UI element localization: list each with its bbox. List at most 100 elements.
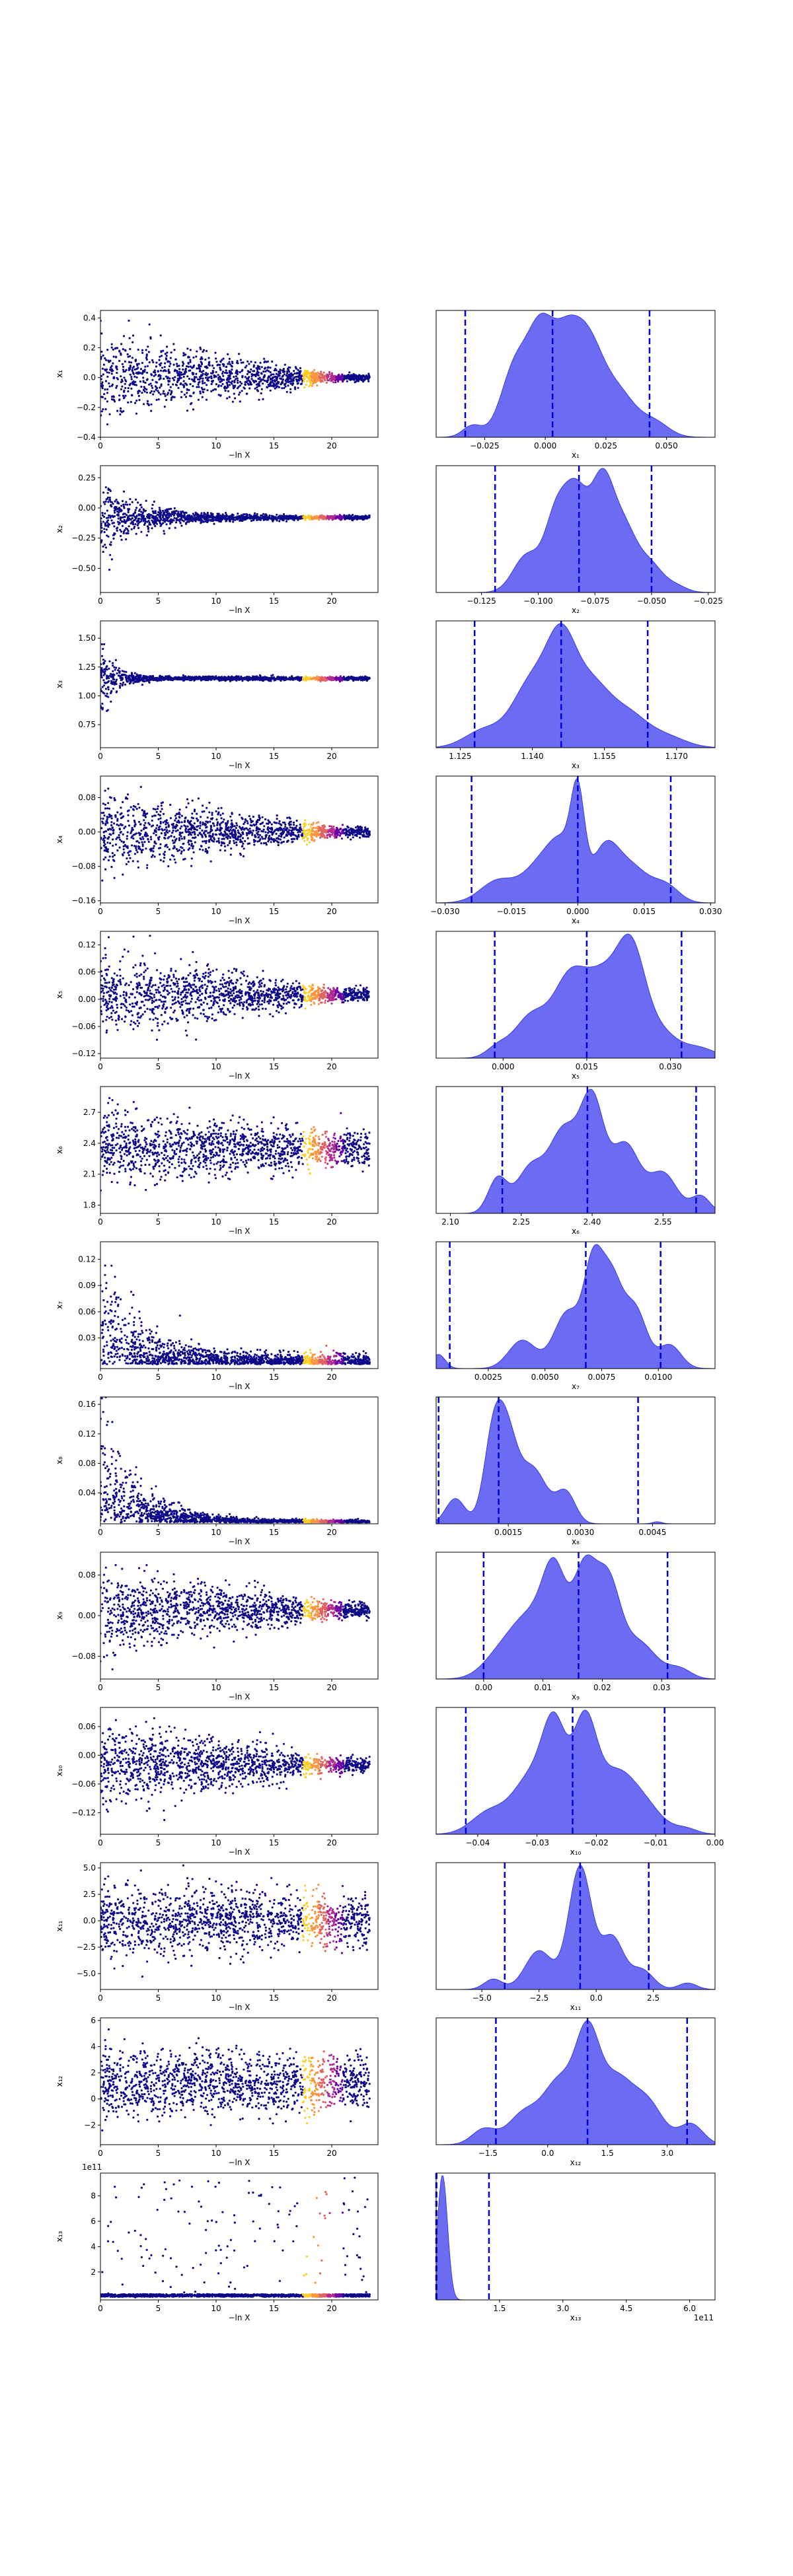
trace-point	[141, 361, 143, 365]
x-axis-label: −ln X	[228, 761, 250, 770]
trace-point	[172, 343, 175, 345]
trace-point	[275, 376, 278, 379]
trace-point	[264, 836, 267, 838]
trace-point	[110, 700, 112, 703]
trace-point	[245, 676, 248, 679]
trace-point	[238, 676, 241, 679]
trace-point	[182, 849, 185, 851]
trace-point	[132, 522, 134, 525]
trace-point	[317, 821, 320, 824]
trace-point	[143, 390, 146, 393]
trace-point	[119, 410, 122, 412]
trace-point	[170, 351, 172, 354]
trace-point	[303, 374, 306, 376]
trace-point	[230, 676, 233, 679]
trace-point	[116, 508, 119, 511]
trace-point	[242, 361, 245, 364]
y-tick-label: 0.2	[83, 343, 96, 352]
trace-point	[316, 374, 319, 376]
trace-point	[248, 387, 251, 390]
trace-point	[209, 519, 211, 522]
trace-point	[151, 386, 154, 389]
trace-point	[122, 530, 125, 533]
trace-point	[104, 546, 107, 549]
trace-point	[189, 349, 192, 351]
trace-point	[106, 668, 108, 671]
trace-point	[116, 529, 118, 532]
trace-point	[250, 677, 252, 680]
trace-point	[122, 369, 124, 371]
trace-point	[253, 370, 256, 373]
trace-point	[297, 369, 299, 371]
trace-point	[130, 378, 133, 380]
trace-point	[121, 380, 124, 382]
trace-point	[155, 522, 159, 525]
trace-point	[165, 375, 168, 378]
trace-point	[133, 853, 137, 855]
trace-point	[324, 378, 326, 380]
trace-point	[368, 516, 371, 519]
trace-point	[159, 334, 162, 337]
trace-point	[201, 396, 204, 398]
trace-point	[225, 834, 228, 836]
trace-point	[110, 505, 113, 508]
trace-point	[106, 534, 108, 537]
trace-point	[143, 810, 145, 813]
trace-point	[122, 681, 125, 684]
trace-point	[139, 508, 141, 511]
trace-point	[145, 358, 148, 361]
trace-point	[107, 688, 110, 691]
trace-point	[152, 361, 155, 364]
trace-point	[104, 807, 107, 810]
trace-point	[285, 372, 289, 375]
trace-point	[184, 396, 188, 398]
trace-point	[309, 384, 312, 386]
trace-point	[206, 851, 209, 853]
trace-point	[231, 514, 234, 517]
trace-point	[100, 517, 102, 520]
trace-point	[292, 677, 295, 680]
trace-point	[174, 369, 176, 371]
trace-point	[289, 382, 292, 385]
trace-point	[130, 376, 133, 378]
trace-point	[156, 677, 159, 680]
trace-point	[110, 501, 113, 503]
trace-point	[159, 675, 161, 678]
trace-point	[263, 516, 266, 519]
trace-point	[188, 515, 191, 518]
trace-point	[211, 677, 214, 680]
trace-point	[104, 544, 106, 546]
trace-point	[188, 388, 190, 392]
trace-point	[208, 515, 210, 518]
trace-point	[128, 361, 131, 363]
trace-point	[120, 538, 123, 541]
trace-point	[182, 354, 185, 357]
trace-point	[188, 843, 190, 846]
trace-point	[243, 847, 245, 850]
trace-point	[122, 490, 126, 493]
trace-point	[211, 380, 214, 382]
trace-point	[336, 378, 340, 380]
trace-point	[100, 382, 103, 385]
trace-point	[246, 837, 249, 840]
trace-point	[107, 802, 110, 805]
trace-point	[280, 676, 282, 679]
trace-point	[279, 823, 282, 826]
trace-point	[215, 371, 217, 373]
trace-point	[130, 401, 132, 404]
trace-point	[124, 382, 126, 385]
trace-point	[229, 678, 231, 681]
trace-point	[192, 380, 195, 382]
trace-point	[219, 520, 222, 523]
trace-point	[157, 511, 160, 514]
trace-point	[163, 406, 166, 408]
trace-point	[170, 513, 172, 517]
trace-point	[201, 836, 204, 838]
trace-point	[231, 368, 233, 371]
trace-point	[229, 832, 231, 835]
trace-point	[260, 373, 263, 375]
trace-point	[306, 832, 309, 835]
trace-point	[344, 518, 346, 520]
trace-point	[169, 377, 171, 380]
trace-point	[146, 867, 149, 869]
